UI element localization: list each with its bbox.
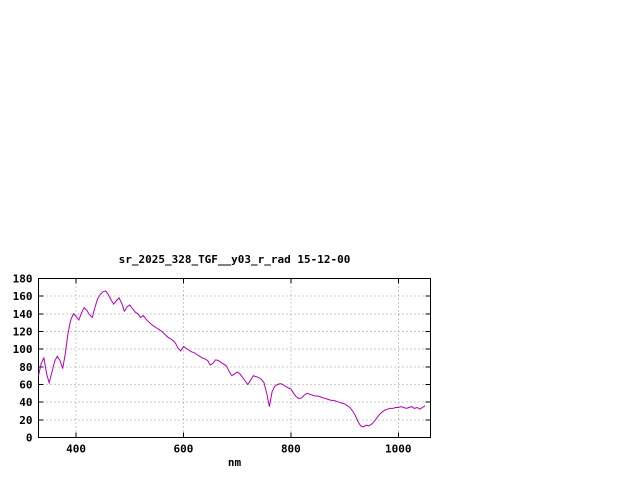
x-axis-label: nm (228, 456, 242, 469)
y-tick-label: 140 (13, 308, 33, 321)
y-tick-label: 40 (19, 396, 32, 409)
y-tick-label: 20 (19, 414, 32, 427)
x-tick-label: 800 (281, 443, 301, 456)
y-tick-label: 160 (13, 290, 33, 303)
x-tick-label: 600 (174, 443, 194, 456)
y-tick-label: 120 (13, 326, 33, 339)
y-tick-label: 80 (19, 361, 32, 374)
y-tick-label: 0 (26, 432, 33, 445)
data-line (38, 290, 426, 428)
y-tick-label: 100 (13, 343, 33, 356)
plot-border (38, 278, 431, 438)
y-tick-label: 180 (13, 273, 33, 286)
y-tick-label: 60 (19, 379, 32, 392)
x-tick-label: 400 (66, 443, 86, 456)
plot-area: 0 20 40 60 80 100 120 140 160 180 400 600 800 1000 (13, 273, 431, 456)
chart-title: sr_2025_328_TGF__y03_r_rad 15-12-00 (119, 253, 351, 266)
x-tick-label: 1000 (385, 443, 412, 456)
